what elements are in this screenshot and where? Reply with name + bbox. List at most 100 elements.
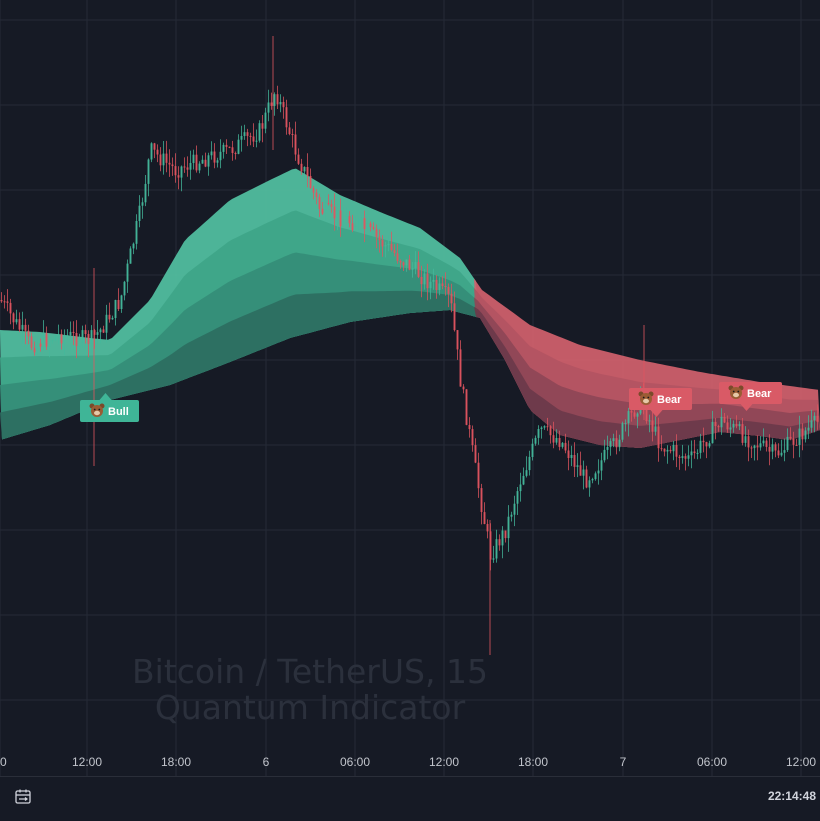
candle-body: [183, 166, 186, 168]
candle-body: [159, 154, 162, 166]
candle-body: [747, 436, 750, 448]
candle-body: [87, 334, 90, 344]
candle-body: [177, 175, 180, 178]
candle-body: [516, 491, 519, 504]
candle-body: [333, 206, 336, 219]
candle-body: [339, 210, 342, 227]
candle-body: [771, 444, 774, 452]
candle-body: [537, 429, 540, 438]
candle-body: [3, 301, 6, 303]
candle-body: [576, 465, 579, 467]
candle-body: [303, 167, 306, 172]
candle-body: [9, 302, 12, 314]
candle-body: [330, 204, 333, 207]
candle-body: [60, 334, 63, 344]
candle-body: [438, 283, 441, 290]
candle-body: [189, 163, 192, 170]
candle-body: [105, 314, 108, 333]
date-range-icon[interactable]: [14, 788, 32, 806]
candle-body: [252, 136, 255, 142]
candle-body: [546, 426, 549, 428]
candle-body: [198, 163, 201, 171]
candle-body: [408, 259, 411, 270]
candle-body: [705, 442, 708, 447]
candle-body: [282, 102, 285, 108]
candle-body: [381, 240, 384, 247]
x-tick-label: 12:00: [786, 755, 816, 769]
candle-body: [426, 273, 429, 289]
candle-body: [222, 144, 225, 152]
candle-body: [555, 438, 558, 443]
candle-body: [609, 441, 612, 448]
candle-body: [780, 452, 783, 456]
candle-body: [264, 112, 267, 129]
candle-body: [618, 439, 621, 448]
candle-body: [321, 208, 324, 214]
candle-body: [741, 424, 744, 443]
x-tick-label: 06:00: [697, 755, 727, 769]
candle-body: [69, 331, 72, 336]
signal-bear-label[interactable]: Bear: [719, 382, 782, 411]
candle-body: [120, 295, 123, 309]
candle-body: [432, 279, 435, 282]
candle-body: [471, 429, 474, 446]
chart-subtitle: Quantum Indicator: [155, 688, 466, 727]
candle-body: [678, 456, 681, 458]
candle-body: [498, 539, 501, 546]
candle-body: [279, 102, 282, 105]
candle-body: [138, 205, 141, 221]
signal-bear-label[interactable]: Bear: [629, 388, 692, 417]
candle-body: [261, 123, 264, 129]
candle-body: [657, 426, 660, 449]
candle-body: [681, 456, 684, 458]
chart-watermark: Bitcoin / TetherUS, 15 Quantum Indicator: [132, 652, 488, 727]
candle-body: [729, 427, 732, 430]
candle-body: [693, 451, 696, 453]
candle-body: [573, 455, 576, 467]
candle-body: [411, 268, 414, 270]
candle-body: [111, 317, 114, 320]
candle-body: [519, 484, 522, 492]
candle-body: [765, 440, 768, 447]
candle-body: [495, 539, 498, 559]
x-tick-label: 12:00: [72, 755, 102, 769]
candle-body: [327, 202, 330, 205]
candle-body: [342, 219, 345, 227]
candle-body: [513, 503, 516, 515]
candle-body: [423, 273, 426, 285]
signal-bull-label[interactable]: Bull: [80, 393, 139, 422]
candle-body: [570, 455, 573, 458]
candle-body: [675, 445, 678, 457]
signal-markers: Bull Bear Bear: [80, 382, 782, 422]
candle-body: [48, 340, 51, 347]
candle-body: [753, 445, 756, 449]
candle-body: [90, 330, 93, 344]
candle-body: [456, 330, 459, 350]
x-tick-label: 12:00: [429, 755, 459, 769]
candle-body: [216, 160, 219, 163]
candle-body: [210, 151, 213, 156]
price-chart[interactable]: Bitcoin / TetherUS, 15 Quantum Indicator…: [0, 0, 820, 776]
candle-body: [816, 415, 819, 422]
candle-body: [732, 423, 735, 428]
candle-body: [18, 319, 21, 330]
x-tick-label: 18:00: [518, 755, 548, 769]
candle-body: [561, 442, 564, 447]
candle-body: [435, 279, 438, 290]
candle-body: [156, 149, 159, 155]
clock-readout: 22:14:48: [767, 789, 816, 803]
candle-body: [57, 334, 60, 336]
candle-body: [720, 416, 723, 428]
candle-body: [27, 330, 30, 337]
candle-body: [345, 216, 348, 220]
candle-body: [24, 324, 27, 331]
candle-body: [270, 102, 273, 106]
candle-body: [810, 420, 813, 428]
ribbon-band-bull: [0, 290, 478, 440]
candle-body: [687, 455, 690, 459]
candle-body: [474, 445, 477, 463]
candle-body: [624, 423, 627, 425]
candle-body: [621, 423, 624, 440]
candle-body: [108, 314, 111, 320]
candle-body: [507, 516, 510, 539]
